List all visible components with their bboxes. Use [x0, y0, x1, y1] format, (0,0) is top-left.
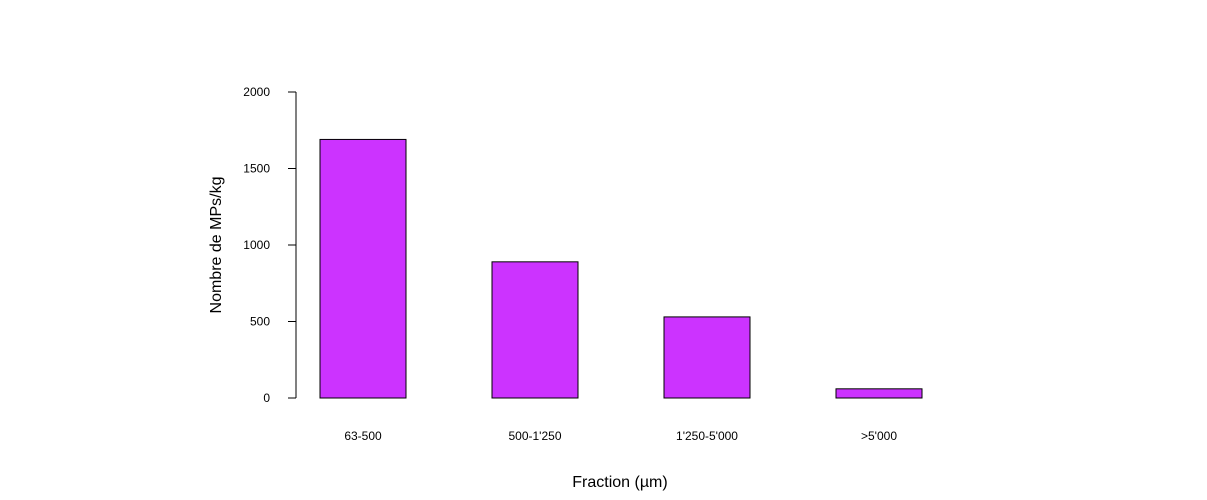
x-axis-title: Fraction (µm) [572, 474, 667, 491]
bar [491, 261, 579, 399]
y-tick-label: 0 [263, 391, 270, 405]
y-tick-label: 1000 [243, 238, 270, 252]
y-axis: 0 500 1000 1500 2000 [243, 85, 297, 405]
bar [319, 138, 407, 399]
bars [319, 138, 923, 399]
y-axis-title: Nombre de MPs/kg [208, 177, 225, 314]
y-tick-label: 500 [250, 315, 270, 329]
x-tick-label: 63-500 [344, 429, 382, 443]
y-tick-label: 1500 [243, 162, 270, 176]
x-tick-label: >5'000 [861, 429, 897, 443]
x-tick-label: 1'250-5'000 [676, 429, 738, 443]
bar [835, 388, 923, 399]
y-tick-label: 2000 [243, 85, 270, 99]
x-tick-label: 500-1'250 [508, 429, 561, 443]
x-tick-labels: 63-500 500-1'250 1'250-5'000 >5'000 [344, 429, 897, 443]
bar [663, 316, 751, 399]
